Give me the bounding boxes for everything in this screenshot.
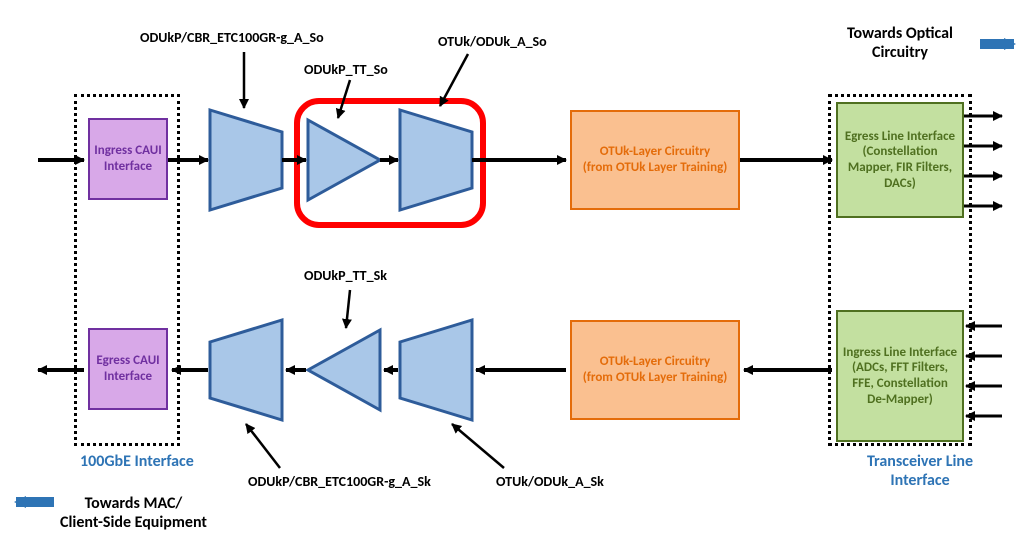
triangle-bot <box>308 330 380 410</box>
otuk-bot-block: OTUk-Layer Circuitry (from OTUk Layer Tr… <box>570 320 740 420</box>
trapezoid-top-left <box>210 110 282 210</box>
section-transceiver: Transceiver Line Interface <box>840 452 1000 490</box>
label-otuk-oduk-sk: OTUk/ODUk_A_Sk <box>496 474 604 491</box>
egress-line-block: Egress Line Interface (Constellation Map… <box>836 102 964 218</box>
trapezoid-bot-right <box>400 320 472 420</box>
ingress-caui-block: Ingress CAUI Interface <box>88 118 168 200</box>
towards-mac-label: Towards MAC/ Client-Side Equipment <box>60 494 207 532</box>
label-odukp-cbr-sk: ODUkP/CBR_ETC100GR-g_A_Sk <box>248 474 431 491</box>
label-otuk-oduk-so: OTUk/ODUk_A_So <box>438 34 547 51</box>
label-odukp-cbr-so: ODUkP/CBR_ETC100GR-g_A_So <box>140 30 324 47</box>
red-highlight-box <box>294 98 486 228</box>
label-odukp-tt-so: ODUkP_TT_So <box>304 62 388 79</box>
towards-optical-label: Towards Optical Circuitry <box>820 24 980 62</box>
egress-caui-block: Egress CAUI Interface <box>88 328 168 410</box>
otuk-top-block: OTUk-Layer Circuitry (from OTUk Layer Tr… <box>570 110 740 210</box>
trapezoid-bot-left <box>210 320 282 420</box>
label-odukp-tt-sk: ODUkP_TT_Sk <box>304 268 387 285</box>
section-100gbe: 100GbE Interface <box>80 452 194 471</box>
ingress-line-block: Ingress Line Interface (ADCs, FFT Filter… <box>836 310 964 442</box>
